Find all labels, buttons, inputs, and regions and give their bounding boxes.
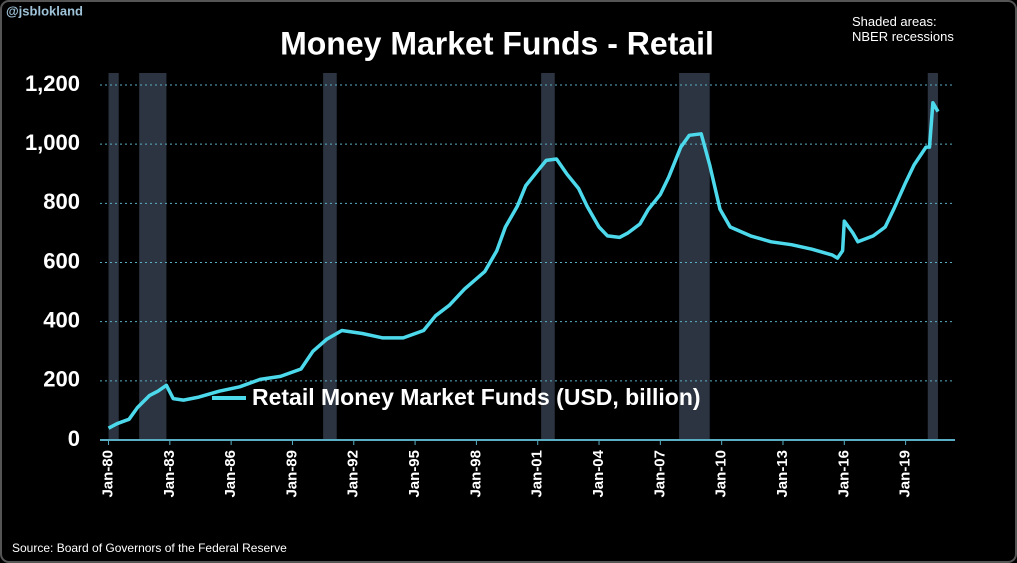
chart-title: Money Market Funds - Retail: [280, 25, 714, 61]
recession-band: [108, 73, 119, 440]
x-tick-label: Jan-95: [406, 450, 423, 498]
x-tick-label: Jan-86: [222, 450, 239, 498]
x-tick-label: Jan-83: [161, 450, 178, 498]
legend-label: Retail Money Market Funds (USD, billion): [252, 384, 701, 410]
recession-band: [927, 73, 938, 440]
data-line: [107, 101, 940, 430]
x-tick-label: Jan-89: [283, 450, 300, 498]
watermark: @jsblokland: [6, 3, 83, 18]
x-tick-label: Jan-13: [774, 450, 791, 498]
x-tick-label: Jan-16: [835, 450, 852, 498]
source: Source: Board of Governors of the Federa…: [12, 541, 287, 555]
recession-band: [323, 73, 337, 440]
y-tick-label: 1,200: [25, 71, 80, 96]
x-tick-label: Jan-10: [713, 450, 730, 498]
x-tick-label: Jan-19: [897, 450, 914, 498]
x-tick-label: Jan-80: [99, 450, 116, 498]
y-tick-label: 1,000: [25, 130, 80, 155]
y-tick-label: 400: [43, 307, 80, 332]
x-tick-label: Jan-01: [529, 450, 546, 498]
x-tick-label: Jan-92: [345, 450, 362, 498]
y-tick-label: 800: [43, 189, 80, 214]
x-tick-label: Jan-98: [467, 450, 484, 498]
x-tick-label: Jan-07: [651, 450, 668, 498]
y-tick-label: 600: [43, 248, 80, 273]
y-tick-label: 0: [68, 426, 80, 451]
note: Shaded areas: NBER recessions: [852, 14, 954, 44]
recession-band: [139, 73, 167, 440]
x-tick-label: Jan-04: [590, 449, 607, 497]
y-tick-label: 200: [43, 367, 80, 392]
